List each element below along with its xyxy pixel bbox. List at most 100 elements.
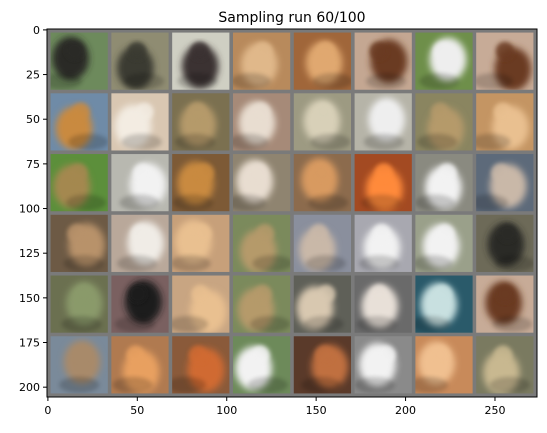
x-tick-label: 100 — [216, 404, 237, 417]
tile-shadow — [172, 194, 213, 211]
tile-shadow — [50, 73, 83, 90]
image-tile — [172, 32, 230, 90]
y-axis: 0 25 50 75 100 125 150 175 200 — [19, 24, 47, 394]
image-tile — [354, 32, 412, 90]
x-tick-label: 250 — [484, 404, 505, 417]
dog-head — [69, 163, 88, 182]
dog-head — [71, 102, 91, 121]
image-tile — [111, 32, 169, 90]
plot-area — [46, 28, 538, 398]
x-tick-label: 0 — [44, 404, 51, 417]
tile-shadow — [172, 316, 209, 333]
tile-shadow — [123, 73, 165, 90]
image-tile — [50, 275, 108, 333]
image-tile — [111, 154, 169, 212]
tile-shadow — [250, 316, 291, 333]
tile-shadow — [417, 133, 458, 150]
tile-shadow — [305, 255, 346, 272]
image-tile — [476, 93, 534, 151]
image-tile — [476, 275, 534, 333]
x-axis: 0 50 100 150 200 250 — [44, 397, 505, 417]
y-tick-label: 150 — [19, 292, 40, 305]
axes-frame — [46, 28, 538, 398]
tile-shadow — [476, 133, 511, 150]
image-tile — [172, 275, 230, 333]
image-tile — [293, 32, 352, 90]
dog-head — [438, 163, 457, 182]
x-tick-label: 150 — [306, 404, 327, 417]
tile-shadow — [356, 316, 397, 333]
image-tile — [415, 32, 473, 90]
dog-head — [126, 345, 145, 364]
dog-head — [72, 345, 91, 364]
image-grid-background — [47, 29, 537, 397]
dog-head — [254, 41, 273, 61]
dog-head — [190, 41, 209, 61]
tile-shadow — [494, 255, 534, 272]
tile-shadow — [492, 316, 533, 333]
tile-shadow — [476, 73, 513, 90]
tile-shadow — [175, 133, 216, 150]
image-tile — [172, 214, 230, 272]
dog-head — [433, 41, 452, 61]
x-tick-label: 50 — [130, 404, 144, 417]
image-tile — [415, 336, 473, 394]
image-tile — [293, 275, 352, 333]
y-tick-label: 200 — [19, 381, 40, 394]
dog-head — [496, 284, 515, 303]
dog-head — [377, 345, 396, 364]
dog-head — [317, 284, 336, 303]
tile-shadow — [68, 133, 108, 150]
image-tile — [232, 214, 291, 272]
image-tile — [50, 214, 108, 272]
tile-shadow — [114, 316, 155, 333]
tile-shadow — [301, 376, 342, 393]
dog-head — [188, 102, 207, 121]
image-tile — [476, 214, 534, 272]
tile-shadow — [119, 194, 160, 211]
image-tile — [111, 336, 169, 394]
dog-head — [133, 163, 152, 182]
tile-shadow — [232, 73, 271, 90]
dog-head — [491, 163, 510, 182]
dog-head — [74, 284, 93, 303]
dog-head — [498, 223, 517, 243]
dog-head — [493, 102, 512, 121]
image-tile — [415, 275, 473, 333]
y-tick-label: 50 — [26, 113, 40, 126]
dog-head — [314, 345, 334, 364]
tile-shadow — [415, 255, 453, 272]
dog-head — [316, 41, 335, 61]
image-tile — [232, 93, 291, 151]
image-tile — [232, 154, 291, 212]
image-tile — [172, 154, 230, 212]
dog-head — [369, 41, 388, 61]
tile-shadow — [308, 194, 349, 211]
image-tile — [232, 336, 291, 394]
tile-shadow — [303, 316, 344, 333]
image-tile — [50, 93, 108, 151]
image-tile — [50, 336, 108, 394]
dog-head — [493, 345, 513, 364]
dog-head — [249, 163, 268, 182]
dog-head — [370, 284, 389, 303]
tile-shadow — [366, 73, 407, 90]
tile-shadow — [66, 194, 107, 211]
image-tile — [476, 32, 534, 90]
dog-head — [312, 163, 331, 182]
tile-shadow — [61, 316, 102, 333]
y-tick-label: 125 — [19, 247, 40, 260]
dog-head — [309, 223, 329, 243]
dog-head — [495, 41, 514, 61]
dog-head — [253, 284, 272, 303]
dog-head — [376, 102, 396, 121]
dog-head — [130, 223, 150, 243]
tile-shadow — [415, 194, 455, 211]
tile-shadow — [310, 133, 351, 150]
tile-shadow — [232, 133, 269, 150]
figure-title: Sampling run 60/100 — [218, 10, 365, 26]
dog-head — [251, 102, 271, 121]
image-tile — [354, 336, 412, 394]
y-tick-label: 25 — [26, 69, 40, 82]
